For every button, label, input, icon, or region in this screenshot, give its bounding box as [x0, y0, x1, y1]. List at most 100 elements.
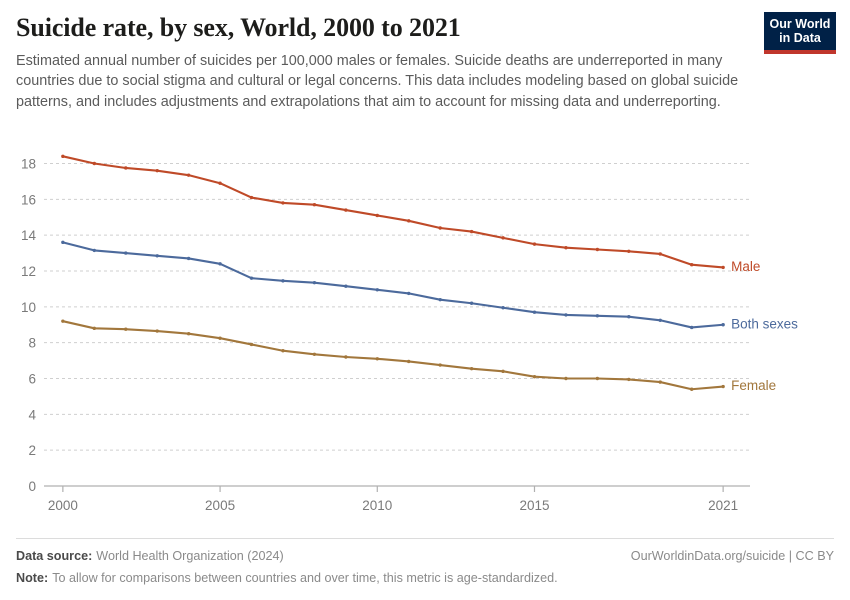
attribution-text: OurWorldinData.org/suicide | CC BY — [630, 549, 834, 563]
data-point[interactable] — [375, 213, 379, 218]
data-point[interactable] — [689, 325, 694, 330]
data-point[interactable] — [61, 319, 65, 323]
x-axis-tick-label: 2010 — [362, 498, 392, 513]
data-point[interactable] — [344, 355, 348, 359]
data-point[interactable] — [281, 349, 285, 353]
data-point[interactable] — [595, 247, 600, 252]
data-point[interactable] — [469, 301, 474, 305]
data-point[interactable] — [281, 201, 285, 205]
note-value: To allow for comparisons between countri… — [52, 570, 558, 585]
chart-svg: 0 2 4 6 8 10 12 14 16 18 2000 2005 2010 2015 2021 Male B… — [21, 154, 798, 513]
data-point[interactable] — [532, 375, 537, 379]
data-point[interactable] — [155, 168, 159, 173]
chart-subtitle: Estimated annual number of suicides per … — [16, 52, 739, 111]
data-point[interactable] — [312, 203, 317, 207]
data-point[interactable] — [344, 284, 348, 288]
y-axis-tick-label: 8 — [28, 336, 36, 351]
x-axis-tick-label: 2021 — [708, 498, 738, 513]
y-axis-tick-label: 2 — [28, 443, 36, 458]
data-point[interactable] — [155, 254, 159, 258]
data-point[interactable] — [721, 265, 725, 270]
data-point[interactable] — [438, 226, 442, 230]
y-axis-tick-label: 16 — [21, 192, 36, 207]
our-world-in-data-logo[interactable]: Our World in Data — [764, 12, 836, 54]
data-point[interactable] — [312, 352, 317, 357]
data-point[interactable] — [658, 252, 662, 256]
series-line-both-sexes[interactable] — [61, 241, 725, 329]
data-point[interactable] — [501, 369, 505, 374]
data-point[interactable] — [595, 376, 600, 381]
y-axis-tick-label: 14 — [21, 228, 37, 243]
note-label: Note: — [16, 570, 49, 585]
data-point[interactable] — [501, 306, 505, 310]
data-point[interactable] — [627, 377, 631, 382]
data-point[interactable] — [92, 326, 97, 331]
data-point[interactable] — [689, 263, 694, 267]
page-title: Suicide rate, by sex, World, 2000 to 202… — [16, 13, 461, 42]
data-point[interactable] — [281, 279, 285, 283]
data-point[interactable] — [249, 195, 254, 200]
data-point[interactable] — [92, 248, 97, 253]
data-point[interactable] — [312, 280, 317, 285]
data-point[interactable] — [564, 246, 568, 250]
data-point[interactable] — [249, 276, 254, 280]
data-point[interactable] — [438, 297, 442, 302]
chart-header: Suicide rate, by sex, World, 2000 to 202… — [16, 13, 834, 113]
x-axis-tick-label: 2005 — [205, 498, 235, 513]
data-point[interactable] — [124, 327, 128, 331]
data-point[interactable] — [469, 366, 474, 371]
data-point[interactable] — [124, 251, 128, 255]
series-label-both-sexes[interactable]: Both sexes — [731, 316, 798, 331]
data-point[interactable] — [61, 154, 65, 159]
data-point[interactable] — [564, 313, 568, 317]
y-axis-tick-label: 4 — [28, 407, 36, 422]
data-point[interactable] — [532, 310, 537, 314]
data-point[interactable] — [721, 323, 725, 327]
data-source-label: Data source: — [16, 549, 93, 563]
data-point[interactable] — [438, 363, 442, 367]
series-label-female[interactable]: Female — [731, 378, 776, 393]
data-point[interactable] — [627, 249, 631, 253]
data-point[interactable] — [532, 242, 537, 246]
x-axis-tick-label: 2015 — [519, 498, 549, 513]
data-point[interactable] — [658, 318, 662, 322]
data-point[interactable] — [186, 332, 191, 336]
data-point[interactable] — [186, 256, 191, 261]
data-point[interactable] — [501, 236, 505, 240]
data-point[interactable] — [61, 240, 65, 245]
attribution-link[interactable]: OurWorldinData.org/suicide | CC BY — [631, 547, 834, 567]
data-point[interactable] — [186, 173, 191, 177]
data-point[interactable] — [658, 380, 662, 384]
series-line-female[interactable] — [61, 320, 725, 391]
data-point[interactable] — [124, 166, 128, 170]
y-axis-tick-label: 0 — [28, 479, 36, 494]
data-point[interactable] — [469, 229, 474, 234]
data-point[interactable] — [407, 219, 411, 223]
data-source: Data source: World Health Organization (… — [16, 547, 284, 567]
data-point[interactable] — [375, 288, 379, 292]
data-point[interactable] — [375, 357, 379, 361]
data-point[interactable] — [721, 384, 725, 389]
data-point[interactable] — [218, 262, 222, 266]
series-line-male[interactable] — [61, 155, 725, 269]
y-axis-tick-label: 6 — [28, 372, 36, 387]
line-chart[interactable]: 0 2 4 6 8 10 12 14 16 18 2000 2005 2010 2015 2021 Male B… — [0, 128, 850, 534]
data-point[interactable] — [218, 181, 222, 185]
data-point[interactable] — [595, 314, 600, 318]
data-point[interactable] — [249, 342, 254, 347]
data-point[interactable] — [689, 387, 694, 391]
data-point[interactable] — [564, 376, 568, 381]
y-axis-tick-label: 10 — [21, 300, 36, 315]
chart-footer: Data source: World Health Organization (… — [16, 538, 834, 588]
data-point[interactable] — [407, 291, 411, 296]
y-axis-tick-label: 18 — [21, 157, 36, 172]
data-point[interactable] — [344, 208, 348, 212]
data-point[interactable] — [407, 359, 411, 364]
data-point[interactable] — [627, 314, 631, 319]
series-label-male[interactable]: Male — [731, 259, 760, 274]
data-point[interactable] — [218, 336, 222, 340]
data-point[interactable] — [92, 161, 97, 166]
data-point[interactable] — [155, 329, 159, 333]
logo-line-2: in Data — [779, 31, 821, 45]
data-source-value: World Health Organization (2024) — [96, 549, 284, 563]
